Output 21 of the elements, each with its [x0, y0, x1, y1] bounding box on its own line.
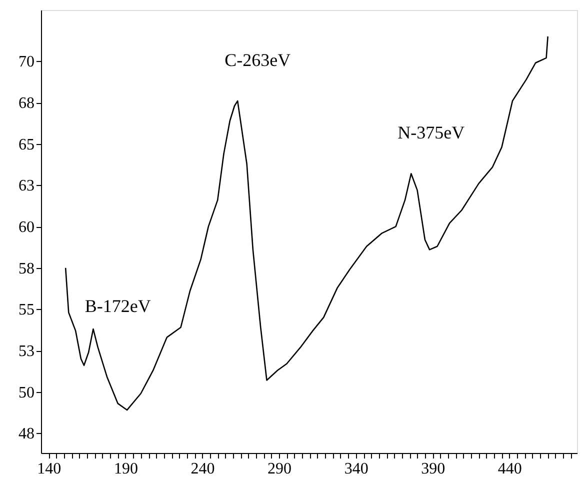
y-tick-label: 60 [18, 219, 34, 236]
y-tick-label: 70 [18, 54, 34, 71]
y-tick-label: 53 [18, 343, 34, 360]
y-tick-label: 50 [18, 384, 34, 402]
y-tick-label: 68 [18, 95, 34, 112]
line-series [64, 36, 548, 411]
y-tick-label: 65 [18, 136, 34, 154]
x-tick-label: 240 [190, 460, 215, 478]
annotation: C-263eV [224, 50, 291, 70]
x-tick-label: 140 [37, 460, 62, 478]
x-tick-label: 390 [421, 460, 446, 478]
y-tick-label: 55 [18, 302, 34, 319]
y-tick-label: 63 [18, 178, 34, 195]
x-tick-label: 440 [498, 460, 522, 478]
x-tick-label: 340 [344, 460, 368, 478]
y-tick-label: 58 [18, 260, 34, 278]
y-tick-label: 48 [18, 426, 34, 443]
x-tick-label: 290 [268, 460, 292, 478]
annotation: N-375eV [398, 122, 465, 143]
x-tick-label: 190 [114, 460, 138, 478]
annotation: B-172eV [84, 296, 151, 316]
